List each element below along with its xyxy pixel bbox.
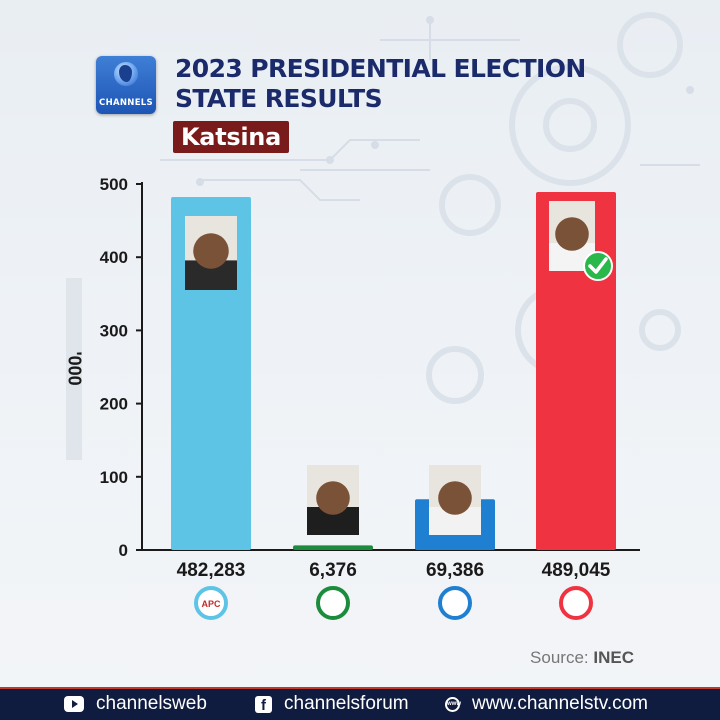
facebook-handle: channelsforum xyxy=(284,693,409,714)
source-label: Source: xyxy=(530,648,589,667)
y-tick-label: 0 xyxy=(119,541,128,560)
candidate-portrait-nnpp-face xyxy=(438,481,472,515)
youtube-icon xyxy=(64,696,84,712)
bar-pdp xyxy=(536,192,616,551)
footer-youtube[interactable]: channelsweb xyxy=(64,693,207,715)
party-logo-nnpp xyxy=(438,586,472,620)
logo-text: CHANNELS xyxy=(99,98,153,108)
source-value: INEC xyxy=(593,648,634,667)
party-logo-text: APC xyxy=(201,599,221,609)
youtube-handle: channelsweb xyxy=(96,693,207,714)
value-label: 69,386 xyxy=(426,560,484,581)
website-url: www.channelstv.com xyxy=(472,693,648,714)
state-badge: Katsina xyxy=(173,121,289,153)
checkmark-glyph xyxy=(588,257,608,274)
y-tick-label: 200 xyxy=(100,395,128,414)
candidate-portrait-pdp-face xyxy=(555,217,589,251)
source-note: Source: INEC xyxy=(530,648,634,668)
y-tick-label: 500 xyxy=(100,175,128,194)
party-logo-apc xyxy=(194,586,228,620)
y-tick-label: 400 xyxy=(100,248,128,267)
value-label: 489,045 xyxy=(542,560,611,581)
value-label: 6,376 xyxy=(309,560,357,581)
facebook-icon: f xyxy=(255,695,272,714)
y-tick-label: 100 xyxy=(100,468,128,487)
candidate-portrait-apc-face xyxy=(193,233,229,269)
checkmark-icon xyxy=(583,251,613,281)
globe-icon: www xyxy=(445,696,461,712)
africa-map-icon xyxy=(119,65,132,82)
title-line-2: STATE RESULTS xyxy=(175,84,383,113)
footer-facebook[interactable]: f channelsforum xyxy=(255,693,409,715)
page-title: 2023 PRESIDENTIAL ELECTION STATE RESULTS xyxy=(175,54,586,114)
footer-accent-line xyxy=(0,687,720,689)
party-logo-lp xyxy=(316,586,350,620)
bar-lp xyxy=(293,545,373,550)
candidate-portrait-lp-face xyxy=(316,481,350,515)
title-line-1: 2023 PRESIDENTIAL ELECTION xyxy=(175,54,586,83)
party-logo-pdp xyxy=(559,586,593,620)
y-tick-label: 300 xyxy=(100,321,128,340)
channels-logo: CHANNELS xyxy=(96,56,156,114)
value-label: 482,283 xyxy=(177,560,246,581)
y-axis-label-band xyxy=(66,278,82,460)
footer-website[interactable]: www www.channelstv.com xyxy=(445,693,648,715)
footer-bar: channelsweb f channelsforum www www.chan… xyxy=(0,689,720,720)
